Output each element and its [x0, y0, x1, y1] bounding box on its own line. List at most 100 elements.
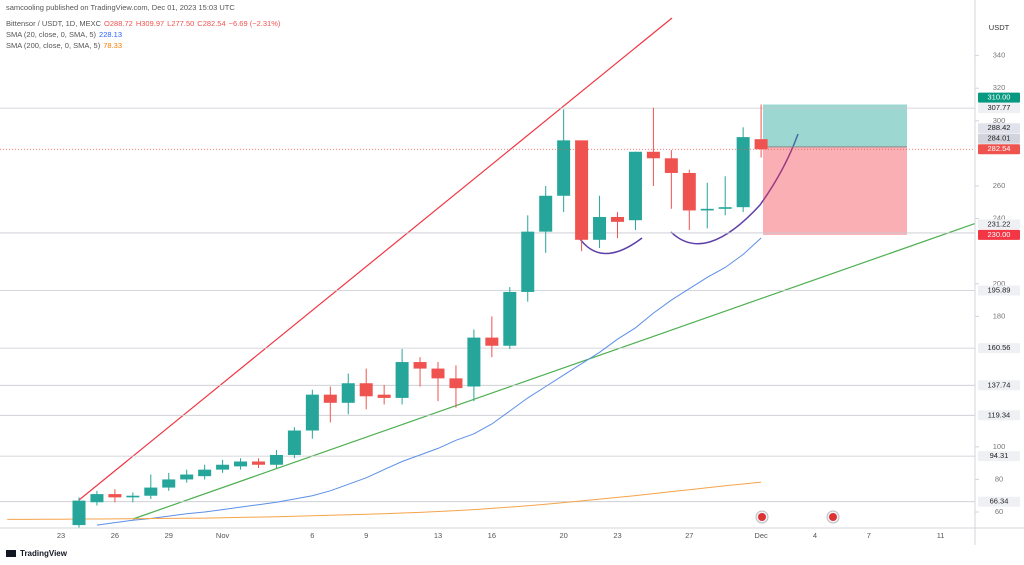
- candle-body: [359, 383, 373, 397]
- candle-body: [413, 362, 427, 369]
- target-zone: [763, 104, 907, 147]
- y-tick-label: 320: [993, 83, 1006, 92]
- plot-area: [0, 17, 975, 528]
- legend-value: 78.33: [103, 41, 122, 50]
- x-tick-label: 7: [867, 531, 871, 540]
- y-tick-label: 80: [995, 474, 1003, 483]
- sma-line: [7, 481, 762, 520]
- candle-body: [593, 216, 607, 240]
- y-tick-label: 300: [993, 116, 1006, 125]
- price-label: 231.22: [988, 219, 1011, 228]
- candle-body: [72, 500, 86, 526]
- x-tick-label: 9: [364, 531, 368, 540]
- pattern-curve: [577, 133, 799, 255]
- y-tick-label: 260: [993, 181, 1006, 190]
- x-tick-label: Dec: [754, 531, 768, 540]
- candle-body: [646, 151, 660, 159]
- price-label: 284.01: [988, 134, 1011, 143]
- price-label-bg: [978, 219, 1020, 230]
- candle-body: [305, 394, 319, 431]
- candle-body: [431, 368, 445, 379]
- candle-body: [341, 383, 355, 403]
- y-tick-label: 340: [993, 51, 1006, 60]
- legend-name: SMA (20, close, 0, SMA, 5): [6, 30, 97, 39]
- sma-legend: SMA (200, close, 0, SMA, 5) 78.33: [6, 41, 125, 50]
- symbol-legend: Bittensor / USDT, 1D, MEXC O288.72 H309.97…: [6, 19, 286, 28]
- price-label-bg: [978, 285, 1020, 296]
- ohlc-value: L277.50: [167, 19, 195, 28]
- candle-body: [736, 137, 750, 208]
- x-tick-label: 11: [937, 531, 945, 540]
- candle-body: [269, 454, 283, 465]
- candle-body: [144, 487, 158, 496]
- price-label: 288.42: [988, 123, 1011, 132]
- candle-body: [126, 495, 140, 498]
- candle-body: [700, 208, 714, 211]
- x-tick-label: 13: [434, 531, 442, 540]
- legend-value: 228.13: [99, 30, 122, 39]
- price-label-bg: [978, 144, 1020, 155]
- x-tick-label: 29: [165, 531, 173, 540]
- candle-body: [395, 362, 409, 398]
- ohlc: O288.72 H309.97 L277.50 C282.54 −6.69 (−2.31…: [104, 19, 283, 28]
- y-tick-label: 60: [995, 507, 1003, 516]
- price-label: 230.00: [988, 230, 1011, 239]
- x-tick-label: Nov: [216, 531, 230, 540]
- candle-body: [611, 216, 624, 222]
- price-label: 307.77: [988, 103, 1011, 112]
- candle-body: [234, 461, 248, 467]
- price-label: 310.00: [988, 93, 1011, 102]
- x-tick-label: 27: [685, 531, 693, 540]
- candle-body: [682, 172, 696, 211]
- candle-body: [557, 140, 571, 196]
- price-label: 66.34: [990, 497, 1009, 506]
- candle-body: [485, 337, 499, 346]
- price-label-bg: [978, 123, 1020, 134]
- price-label-bg: [978, 229, 1020, 240]
- price-label: 282.54: [988, 144, 1011, 153]
- y-tick-label: 200: [993, 279, 1006, 288]
- candle-body: [216, 464, 230, 470]
- x-tick-label: 16: [488, 531, 496, 540]
- price-label: 119.34: [988, 410, 1010, 419]
- ohlc-value: −6.69 (−2.31%): [228, 19, 281, 28]
- price-label-bg: [978, 103, 1020, 114]
- legend-name: SMA (200, close, 0, SMA, 5): [6, 41, 101, 50]
- price-label-bg: [978, 410, 1020, 421]
- stop-zone: [763, 146, 907, 235]
- candle-body: [252, 461, 265, 465]
- sma-line: [96, 237, 762, 526]
- price-label: 195.89: [988, 285, 1011, 294]
- ohlc-value: O288.72: [104, 19, 133, 28]
- event-icon: [758, 513, 766, 521]
- x-tick-label: 4: [813, 531, 817, 540]
- price-label: 94.31: [990, 451, 1009, 460]
- candle-body: [323, 394, 337, 403]
- ohlc-value: C282.54: [197, 19, 226, 28]
- price-label-bg: [978, 451, 1020, 462]
- candle-body: [503, 291, 517, 346]
- candle-body: [449, 378, 463, 389]
- price-label-bg: [978, 343, 1020, 354]
- price-label: 160.56: [988, 343, 1011, 352]
- candle-body: [521, 231, 535, 292]
- candle-body: [664, 158, 678, 173]
- sma-legend: SMA (20, close, 0, SMA, 5) 228.13: [6, 30, 125, 39]
- candle-body: [467, 337, 481, 387]
- y-tick-label: 100: [993, 442, 1006, 451]
- event-icon: [829, 513, 837, 521]
- footer: TradingView: [20, 549, 68, 558]
- logo: [6, 550, 16, 557]
- currency: USDT: [989, 23, 1010, 32]
- x-tick-label: 23: [57, 531, 65, 540]
- candle-body: [718, 207, 732, 209]
- candle-body: [377, 394, 391, 398]
- ohlc-value: H309.97: [135, 19, 165, 28]
- trend-line: [132, 222, 975, 520]
- y-tick-label: 180: [993, 311, 1006, 320]
- candle-body: [162, 479, 176, 488]
- x-tick-label: 6: [310, 531, 314, 540]
- x-tick-label: 26: [111, 531, 119, 540]
- y-tick-label: 240: [993, 214, 1006, 223]
